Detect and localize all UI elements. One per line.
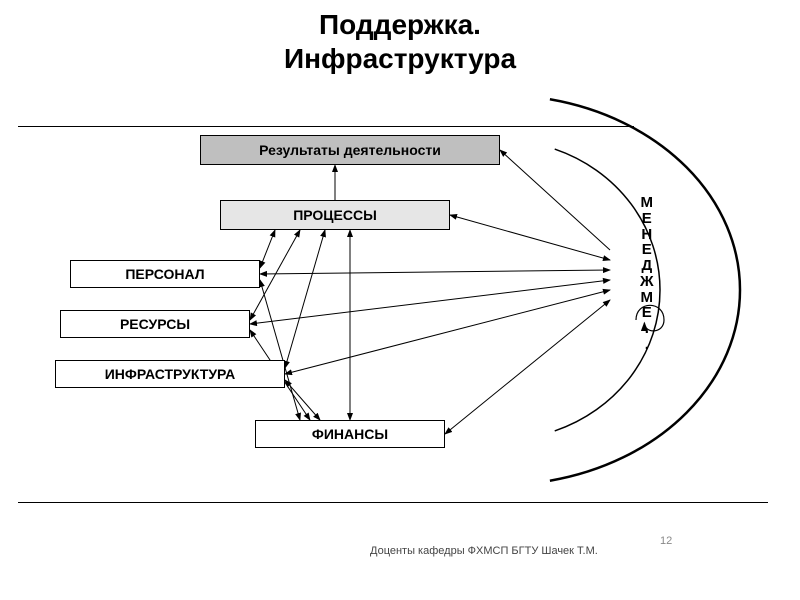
- box-resources: РЕСУРСЫ: [60, 310, 250, 338]
- page-number: 12: [660, 535, 672, 547]
- box-personnel: ПЕРСОНАЛ: [70, 260, 260, 288]
- edge-infra-processes: [285, 230, 325, 368]
- box-results: Результаты деятельности: [200, 135, 500, 165]
- edge-mgmt-finance: [445, 300, 610, 434]
- edge-mgmt-processes: [450, 215, 610, 260]
- box-infra: ИНФРАСТРУКТУРА: [55, 360, 285, 388]
- footer-credit: Доценты кафедры ФХМСП БГТУ Шачек Т.М.: [370, 545, 598, 557]
- edge-infra-finance: [285, 380, 320, 420]
- box-processes: ПРОЦЕССЫ: [220, 200, 450, 230]
- diagram-svg: [0, 0, 800, 600]
- edge-personnel-finance: [260, 280, 300, 420]
- edge-mgmt-infra: [285, 290, 610, 374]
- frame-line-0: [18, 126, 634, 127]
- management-vertical-label: МЕНЕДЖМЕ..: [640, 195, 654, 353]
- frame-line-1: [18, 502, 768, 503]
- box-finance: ФИНАНСЫ: [255, 420, 445, 448]
- edge-mgmt-results: [500, 150, 610, 250]
- edge-personnel-processes: [260, 230, 275, 268]
